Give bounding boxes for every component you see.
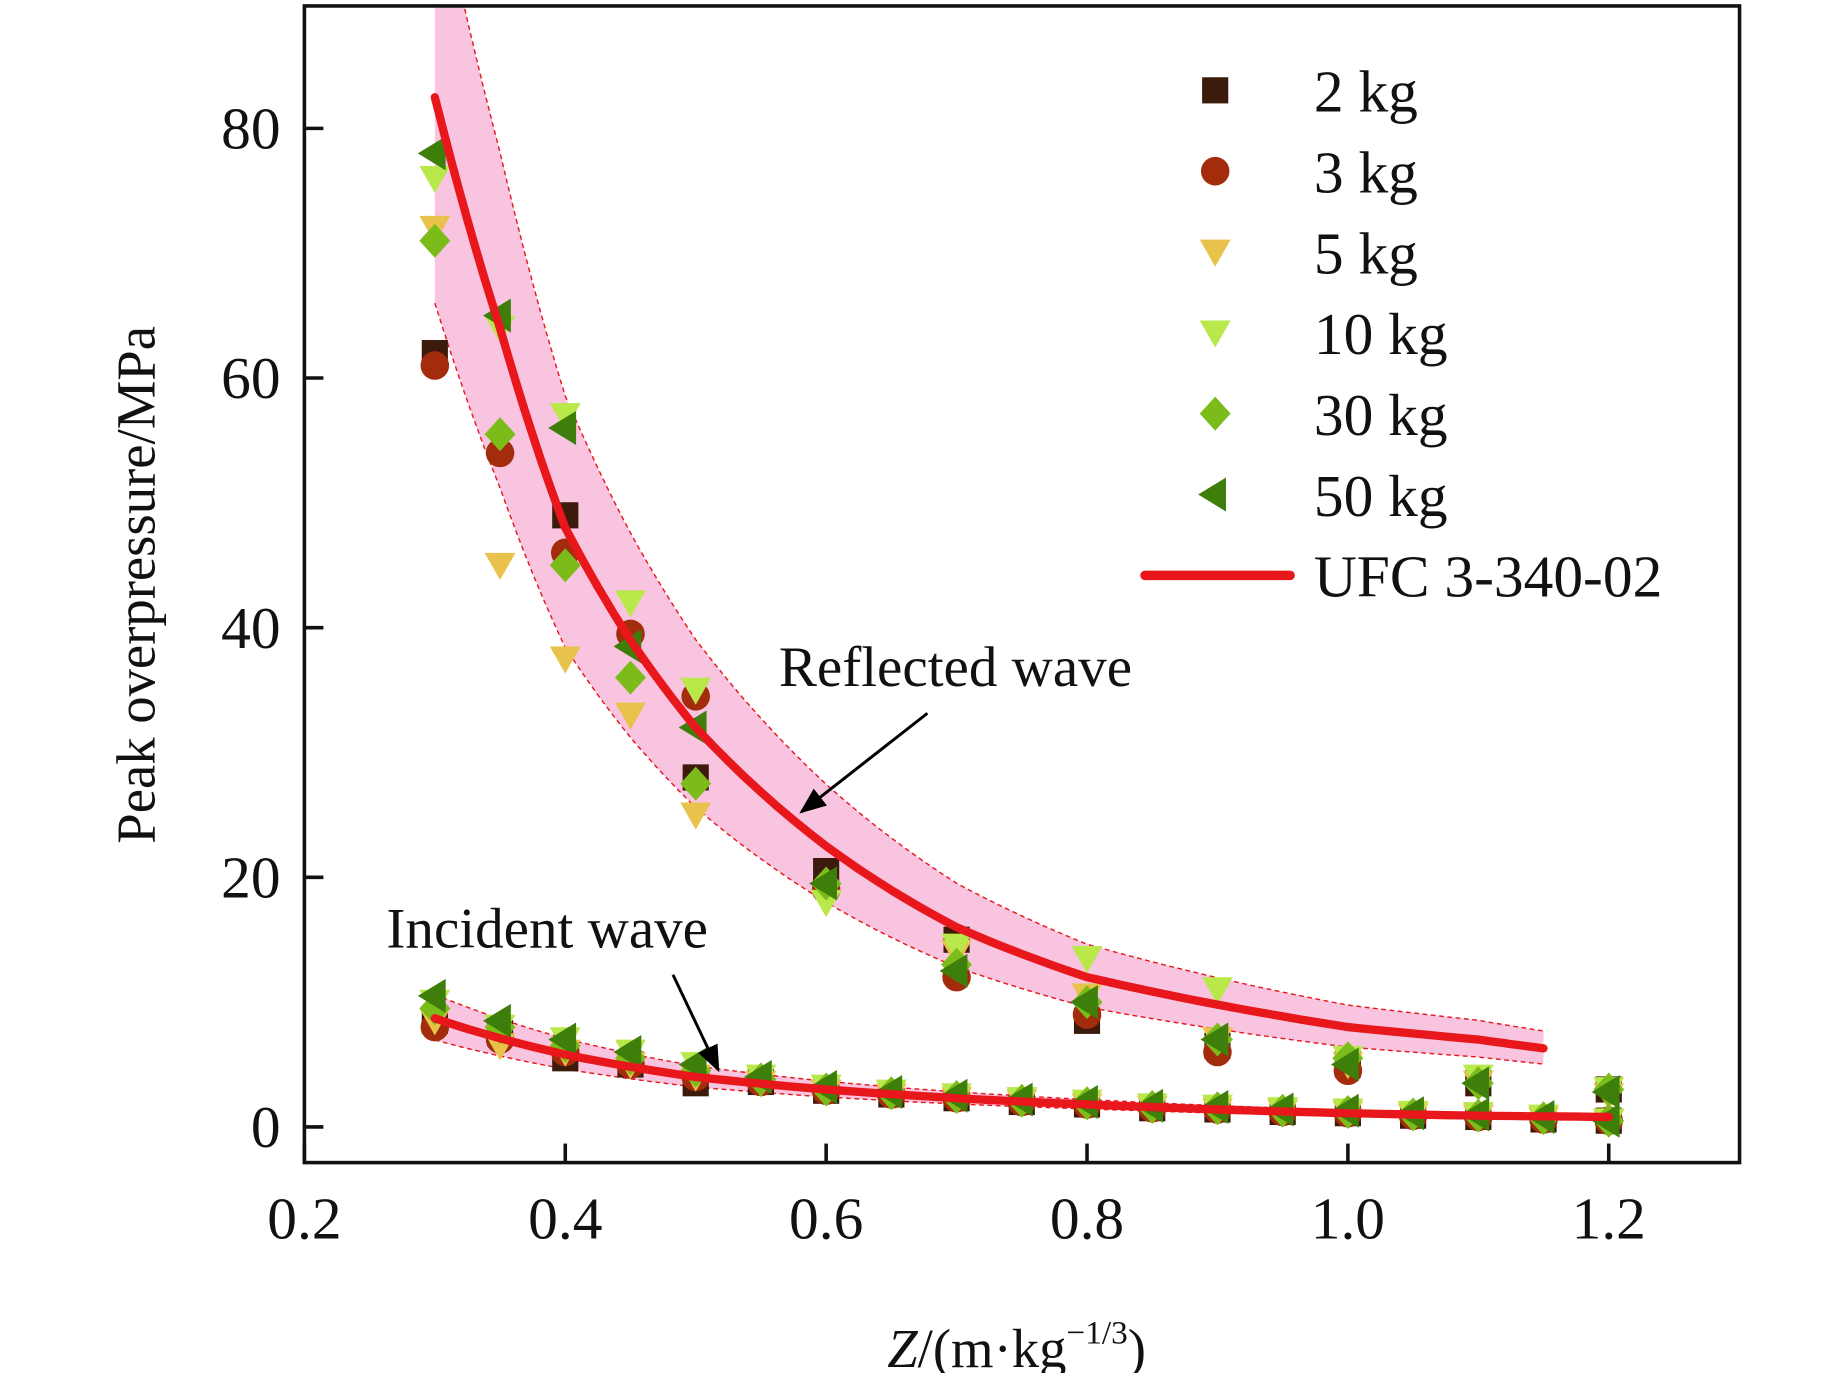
x-axis-label: Z/(m·kg−1/3) xyxy=(887,1314,1146,1373)
band-upper-reflected xyxy=(463,5,1544,1032)
point-reflected-3kg xyxy=(420,351,450,380)
legend-marker-2kg xyxy=(1202,77,1229,104)
point-reflected-30kg xyxy=(419,223,451,258)
legend-marker-10kg xyxy=(1199,320,1231,348)
point-reflected-10kg xyxy=(941,933,973,961)
point-reflected-10kg xyxy=(1071,946,1103,974)
point-reflected-30kg xyxy=(549,548,581,583)
point-reflected-50kg xyxy=(1070,985,1098,1020)
legend-label: 2 kg xyxy=(1314,59,1418,125)
legend: 2 kg 3 kg 5 kg 10 kg 30 kg 50 kg UFC 3-340-02 xyxy=(1140,59,1662,610)
y-tick-label: 40 xyxy=(221,595,280,661)
x-axis-ticks: 0.2 0.4 0.6 0.8 1.0 1.2 xyxy=(267,1143,1646,1252)
x-label-close: ) xyxy=(1128,1318,1146,1373)
legend-label: 5 kg xyxy=(1314,220,1418,286)
legend-item: 50 kg xyxy=(1198,463,1448,529)
point-reflected-10kg xyxy=(615,590,646,618)
y-tick-label: 0 xyxy=(251,1094,281,1160)
x-tick-label: 1.2 xyxy=(1572,1186,1646,1252)
point-reflected-10kg xyxy=(680,677,712,705)
point-reflected-50kg xyxy=(1461,1066,1490,1101)
arrow-reflected xyxy=(799,712,929,814)
legend-marker-5kg xyxy=(1199,239,1231,267)
x-label-variable: Z xyxy=(887,1318,918,1373)
point-reflected-3kg xyxy=(485,438,515,468)
ufc-curve-reflected xyxy=(430,93,1548,1053)
point-reflected-50kg xyxy=(613,629,642,664)
point-reflected-5kg xyxy=(484,552,516,580)
band-reflected xyxy=(434,5,1544,1065)
y-tick-label: 80 xyxy=(221,96,280,162)
point-reflected-5kg xyxy=(549,646,581,674)
legend-item: 10 kg xyxy=(1199,301,1448,367)
y-tick-label: 60 xyxy=(221,345,280,411)
point-reflected-50kg xyxy=(417,136,446,171)
point-incident-50kg xyxy=(613,1035,642,1070)
annotation-reflected: Reflected wave xyxy=(779,636,1132,699)
legend-label: UFC 3-340-02 xyxy=(1314,544,1662,610)
y-tick-label: 20 xyxy=(221,845,280,911)
point-reflected-50kg xyxy=(548,410,577,445)
point-reflected-30kg xyxy=(484,417,516,452)
legend-marker-3kg xyxy=(1200,156,1230,186)
legend-item: 5 kg xyxy=(1199,220,1418,286)
legend-label: 30 kg xyxy=(1314,382,1448,448)
legend-item: 3 kg xyxy=(1200,140,1418,206)
point-reflected-10kg xyxy=(549,403,581,431)
x-label-unit: /(m·kg xyxy=(918,1318,1067,1373)
point-incident-50kg xyxy=(548,1022,577,1057)
point-reflected-50kg xyxy=(939,953,968,988)
arrow-incident xyxy=(671,974,720,1073)
legend-item: 30 kg xyxy=(1199,382,1448,448)
point-reflected-5kg xyxy=(615,702,646,730)
x-tick-label: 0.6 xyxy=(789,1186,863,1252)
x-tick-label: 0.2 xyxy=(267,1186,341,1252)
x-tick-label: 0.8 xyxy=(1050,1186,1124,1252)
y-axis-ticks: 0 20 40 60 80 xyxy=(221,96,324,1160)
legend-label: 3 kg xyxy=(1314,140,1418,206)
legend-label: 10 kg xyxy=(1314,301,1448,367)
x-label-exponent: −1/3 xyxy=(1066,1314,1127,1351)
point-incident-50kg xyxy=(483,1003,511,1038)
legend-item: UFC 3-340-02 xyxy=(1140,544,1662,610)
legend-marker-50kg xyxy=(1198,477,1227,512)
point-reflected-50kg xyxy=(809,866,837,901)
ufc-curve-incident xyxy=(430,1014,1613,1122)
point-reflected-10kg xyxy=(1201,977,1233,1005)
x-tick-label: 0.4 xyxy=(528,1186,602,1252)
point-reflected-50kg xyxy=(1591,1074,1620,1109)
band-incident xyxy=(434,994,1609,1119)
point-reflected-30kg xyxy=(615,660,646,695)
point-reflected-5kg xyxy=(680,802,712,830)
y-axis-label: Peak overpressure/MPa xyxy=(106,326,167,844)
legend-label: 50 kg xyxy=(1314,463,1448,529)
point-incident-50kg xyxy=(417,978,446,1013)
point-reflected-50kg xyxy=(1200,1022,1229,1057)
reference-curves xyxy=(430,93,1613,1122)
legend-marker-30kg xyxy=(1199,396,1231,431)
band-lower-reflected xyxy=(434,302,1544,1065)
plot-frame xyxy=(302,4,1742,1165)
annotation-incident: Incident wave xyxy=(386,897,708,960)
point-reflected-50kg xyxy=(1330,1047,1359,1082)
point-reflected-10kg xyxy=(419,165,451,193)
legend-item: 2 kg xyxy=(1202,59,1418,125)
x-tick-label: 1.0 xyxy=(1311,1186,1385,1252)
